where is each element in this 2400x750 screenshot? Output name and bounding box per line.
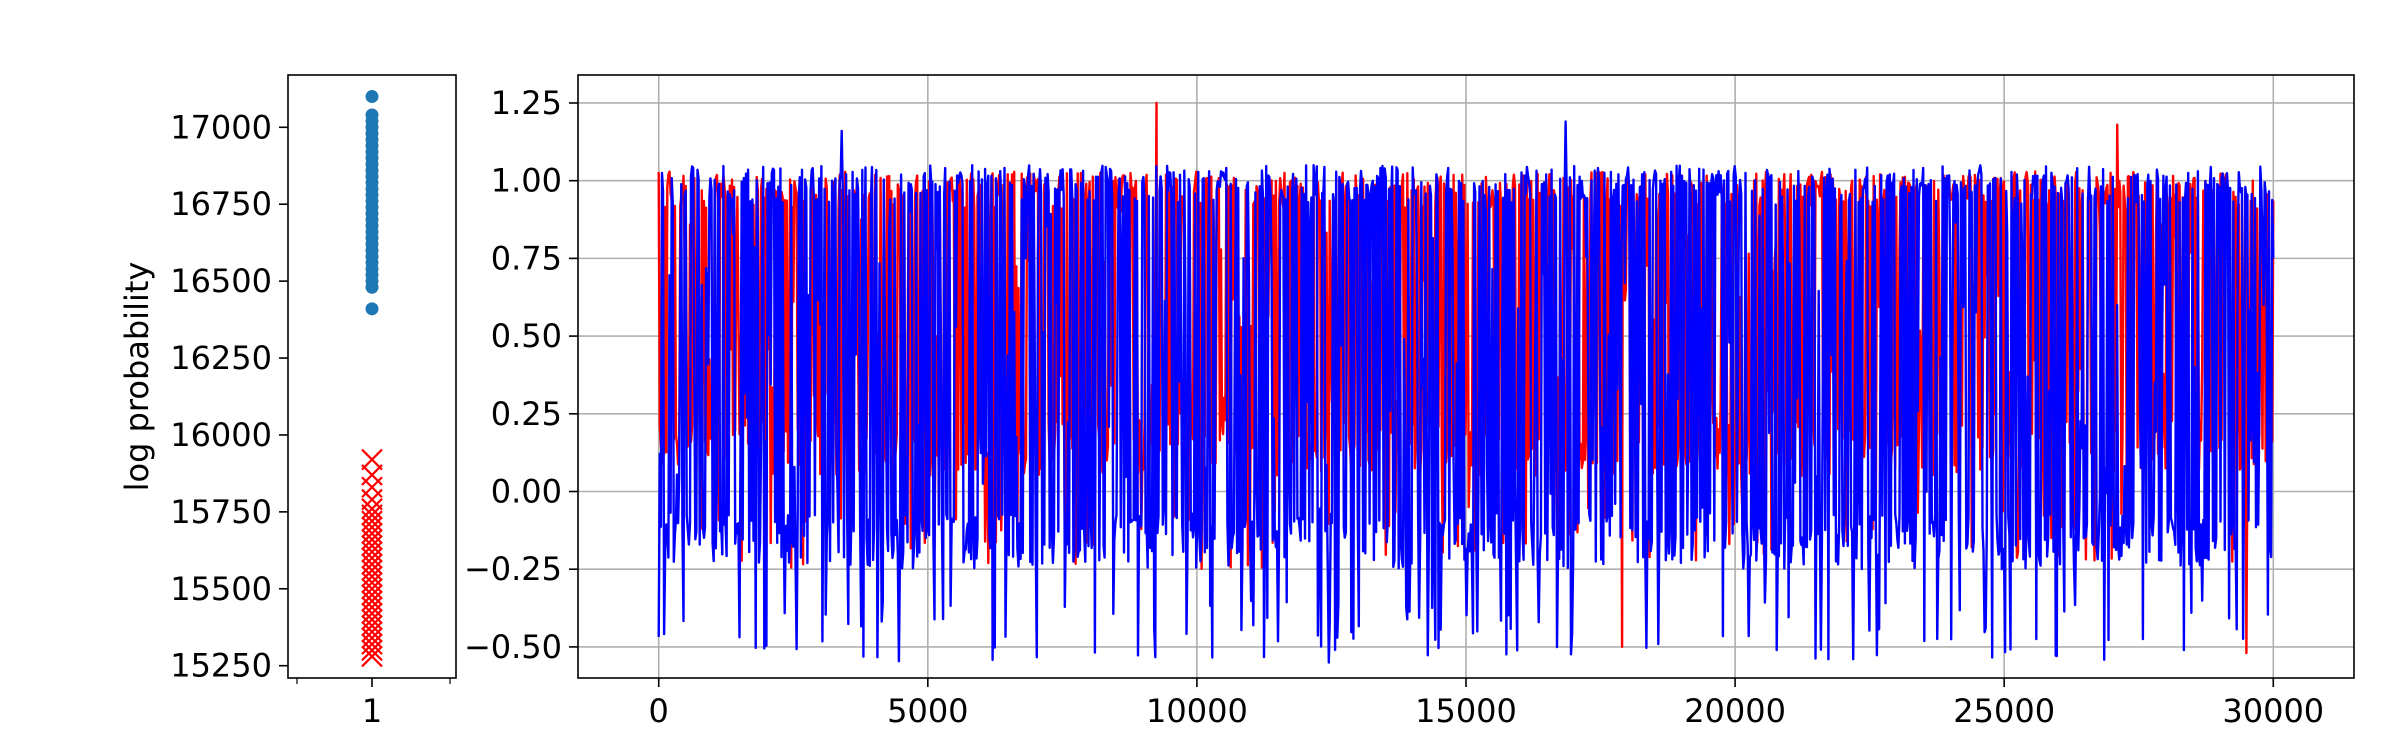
trace-lines [657,101,2275,664]
y-tick-label: −0.25 [464,550,562,588]
scatter-point-x [361,448,383,471]
y-tick-label: 16500 [170,262,272,300]
scatter-marks [361,90,383,668]
x-tick-label: 5000 [887,692,968,730]
scatter-point-x [361,476,383,499]
y-tick-label: 15500 [170,570,272,608]
x-tick-label: 1 [362,692,382,730]
y-tick-label: 0.50 [491,317,562,355]
scatter-point-x [361,639,383,662]
scatter-point-circle [365,302,379,316]
right-x-ticks: 0 5000 10000 15000 20000 25000 30000 [649,678,2324,730]
y-tick-label: 15250 [170,647,272,685]
x-tick-label: 25000 [1953,692,2055,730]
y-tick-label: 16750 [170,185,272,223]
scatter-point-x [361,488,383,511]
left-x-ticks: 1 [296,678,451,730]
scatter-point-x [361,645,383,668]
scatter-point-x [361,464,383,486]
trace-plot-panel: −0.50 −0.25 0.00 0.25 0.50 0.75 1.00 1.25 0 5000… [464,74,2355,730]
log-probability-scatter-panel: 15250 15500 15750 16000 16250 16500 16750 17000… [118,74,457,730]
right-y-ticks: −0.50 −0.25 0.00 0.25 0.50 0.75 1.00 1.25 [464,84,578,666]
x-tick-label: 20000 [1684,692,1786,730]
x-tick-label: 15000 [1415,692,1517,730]
y-tick-label: 0.00 [491,473,562,511]
x-tick-label: 10000 [1146,692,1248,730]
y-tick-label: 16250 [170,339,272,377]
x-tick-label: 30000 [2222,692,2324,730]
y-tick-label: 16000 [170,416,272,454]
trace-line-blue [657,120,2275,664]
y-tick-label: 0.25 [491,395,562,433]
scatter-point-circle [365,280,379,294]
y-tick-label: 0.75 [491,239,562,277]
y-tick-label: 1.00 [491,162,562,200]
y-axis-label: log probability [118,262,156,492]
scatter-point-circle [365,90,379,104]
y-tick-label: 1.25 [491,84,562,122]
y-tick-label: 17000 [170,108,272,146]
x-tick-label: 0 [649,692,669,730]
y-tick-label: 15750 [170,493,272,531]
left-y-ticks: 15250 15500 15750 16000 16250 16500 16750 17000 [170,108,288,685]
y-tick-label: −0.50 [464,628,562,666]
